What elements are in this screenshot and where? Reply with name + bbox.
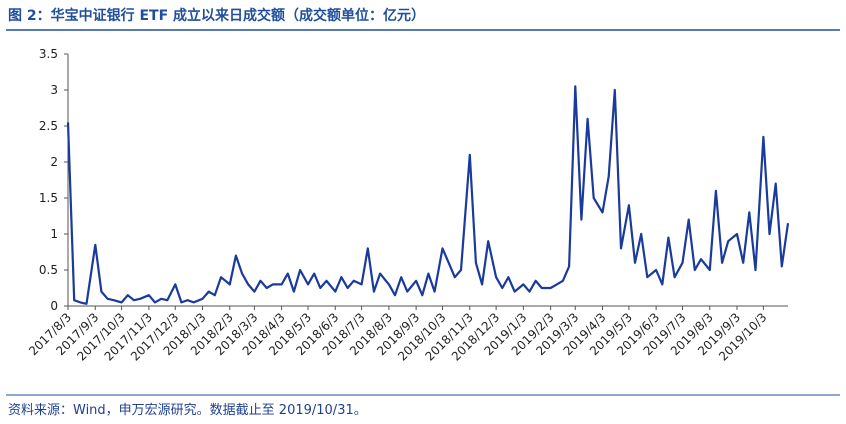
source-note: 资料来源：Wind，申万宏源研究。数据截止至 2019/10/31。 <box>8 403 367 418</box>
series-line <box>66 85 790 305</box>
chart-title: 图 2：华宝中证银行 ETF 成立以来日成交额（成交额单位：亿元） <box>8 7 425 24</box>
y-tick-label: 0 <box>50 299 58 313</box>
y-tick-label: 3 <box>50 83 58 97</box>
y-tick-label: 3.5 <box>39 47 58 61</box>
y-tick-label: 2 <box>50 155 58 169</box>
y-tick-label: 0.5 <box>39 263 58 277</box>
y-tick-label: 1 <box>50 227 58 241</box>
y-tick-label: 1.5 <box>39 191 58 205</box>
y-tick-label: 2.5 <box>39 119 58 133</box>
